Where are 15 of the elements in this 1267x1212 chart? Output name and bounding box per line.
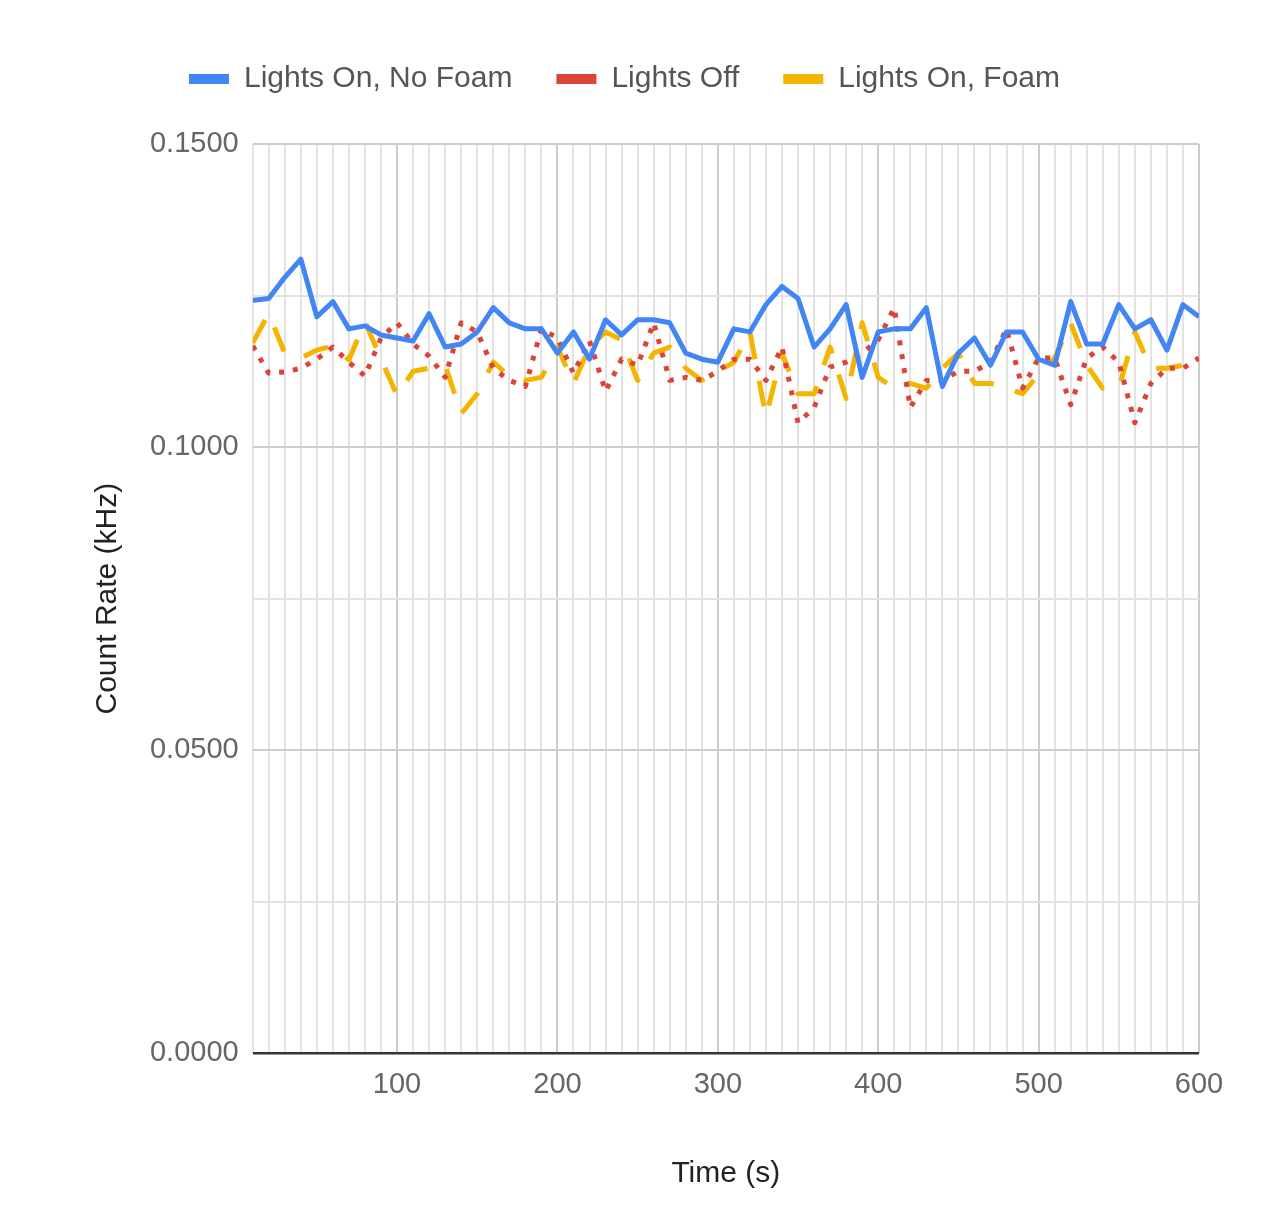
x-tick-label: 300 [693,1066,743,1099]
x-tick-label: 500 [1014,1066,1063,1099]
y-tick-label: 0.1000 [150,429,239,462]
x-tick-label: 400 [854,1066,903,1099]
x-tick-label: 600 [1174,1066,1224,1099]
y-axis-title: Count Rate (kHz) [89,482,123,715]
legend-label: Lights Off [611,60,740,94]
legend-label: Lights On, Foam [838,60,1061,94]
y-tick-label: 0.0500 [150,732,239,765]
legend-label: Lights On, No Foam [243,60,513,94]
x-axis-title: Time (s) [671,1155,781,1189]
y-tick-label: 0.0000 [150,1035,239,1068]
x-tick-label: 100 [372,1066,422,1099]
y-tick-label: 0.1500 [150,126,239,158]
x-tick-label: 200 [533,1066,582,1099]
